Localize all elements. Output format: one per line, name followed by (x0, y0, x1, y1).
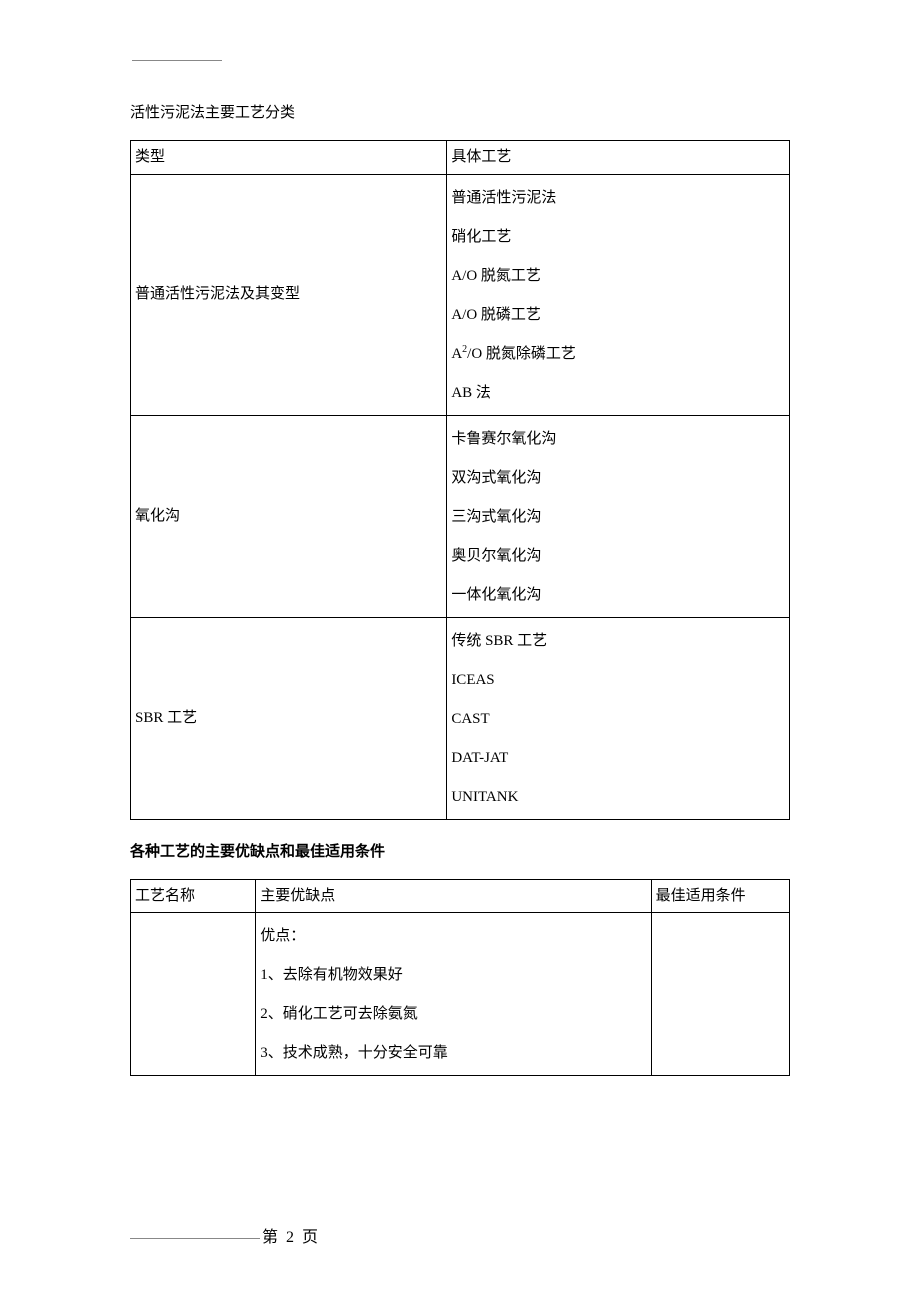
item: UNITANK (451, 778, 785, 817)
item: DAT-JAT (451, 739, 785, 778)
type-cell: SBR 工艺 (131, 617, 447, 819)
item: A2/O 脱氮除磷工艺 (451, 335, 785, 374)
table-row: 普通活性污泥法及其变型 普通活性污泥法 硝化工艺 A/O 脱氮工艺 A/O 脱磷… (131, 174, 790, 415)
items-cell: 传统 SBR 工艺 ICEAS CAST DAT-JAT UNITANK (447, 617, 790, 819)
section2-title: 各种工艺的主要优缺点和最佳适用条件 (130, 840, 790, 861)
header-cell: 工艺名称 (131, 879, 256, 913)
line: 1、去除有机物效果好 (260, 956, 646, 995)
line: 3、技术成熟，十分安全可靠 (260, 1034, 646, 1073)
item: CAST (451, 700, 785, 739)
table-pros-cons: 工艺名称 主要优缺点 最佳适用条件 优点： 1、去除有机物效果好 2、硝化工艺可… (130, 879, 790, 1077)
table-classification: 类型 具体工艺 普通活性污泥法及其变型 普通活性污泥法 硝化工艺 A/O 脱氮工… (130, 140, 790, 820)
header-rule (132, 60, 222, 61)
item: 三沟式氧化沟 (451, 498, 785, 537)
header-cell: 类型 (131, 141, 447, 175)
table-row: 优点： 1、去除有机物效果好 2、硝化工艺可去除氨氮 3、技术成熟，十分安全可靠 (131, 913, 790, 1076)
pros-cell: 优点： 1、去除有机物效果好 2、硝化工艺可去除氨氮 3、技术成熟，十分安全可靠 (256, 913, 651, 1076)
item: A/O 脱磷工艺 (451, 296, 785, 335)
item: A/O 脱氮工艺 (451, 257, 785, 296)
item: 传统 SBR 工艺 (451, 622, 785, 661)
item: ICEAS (451, 661, 785, 700)
item: 硝化工艺 (451, 218, 785, 257)
table-row: 工艺名称 主要优缺点 最佳适用条件 (131, 879, 790, 913)
item: 奥贝尔氧化沟 (451, 537, 785, 576)
header-cell: 具体工艺 (447, 141, 790, 175)
line: 优点： (260, 917, 646, 956)
section1-title: 活性污泥法主要工艺分类 (130, 101, 790, 122)
table-row: SBR 工艺 传统 SBR 工艺 ICEAS CAST DAT-JAT UNIT… (131, 617, 790, 819)
items-cell: 卡鲁赛尔氧化沟 双沟式氧化沟 三沟式氧化沟 奥贝尔氧化沟 一体化氧化沟 (447, 415, 790, 617)
footer-rule (130, 1238, 260, 1239)
item: AB 法 (451, 374, 785, 413)
page-footer: 第 2 页 (130, 1223, 790, 1247)
items-cell: 普通活性污泥法 硝化工艺 A/O 脱氮工艺 A/O 脱磷工艺 A2/O 脱氮除磷… (447, 174, 790, 415)
type-cell: 普通活性污泥法及其变型 (131, 174, 447, 415)
line: 2、硝化工艺可去除氨氮 (260, 995, 646, 1034)
type-cell: 氧化沟 (131, 415, 447, 617)
table-row: 氧化沟 卡鲁赛尔氧化沟 双沟式氧化沟 三沟式氧化沟 奥贝尔氧化沟 一体化氧化沟 (131, 415, 790, 617)
item: 卡鲁赛尔氧化沟 (451, 420, 785, 459)
item: 一体化氧化沟 (451, 576, 785, 615)
table-row: 类型 具体工艺 (131, 141, 790, 175)
header-cell: 主要优缺点 (256, 879, 651, 913)
item: 普通活性污泥法 (451, 179, 785, 218)
cond-cell (651, 913, 789, 1076)
item: 双沟式氧化沟 (451, 459, 785, 498)
name-cell (131, 913, 256, 1076)
header-cell: 最佳适用条件 (651, 879, 789, 913)
page-number: 第 2 页 (262, 1229, 320, 1246)
